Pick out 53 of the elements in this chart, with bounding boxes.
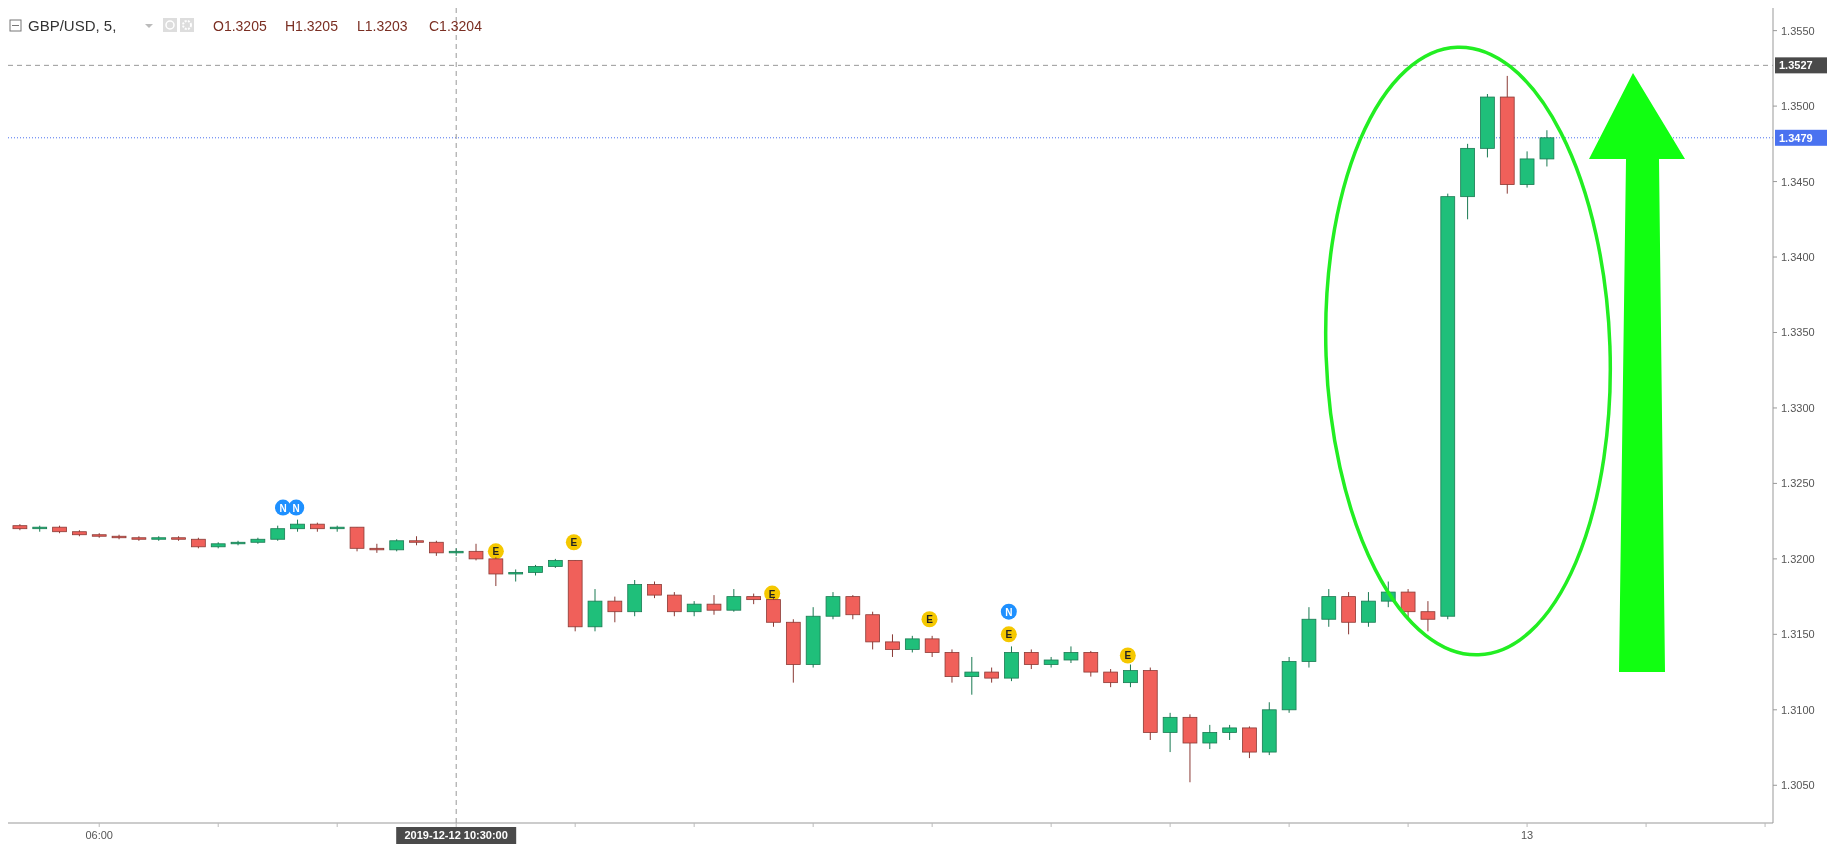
ref-line-label: 1.3479 xyxy=(1779,131,1813,144)
candlestick xyxy=(349,526,365,552)
x-tick-label: 06:00 xyxy=(85,829,113,841)
annotation: E xyxy=(768,588,776,600)
candlestick xyxy=(369,543,385,554)
candlestick xyxy=(845,594,861,620)
y-tick-label: 1.3500 xyxy=(1781,100,1815,113)
annotation: E xyxy=(926,614,934,626)
candlestick xyxy=(1321,588,1337,628)
annotation: L1.3203 xyxy=(357,18,408,34)
annotation: C1.3204 xyxy=(429,18,483,34)
y-tick-label: 1.3550 xyxy=(1781,24,1815,37)
annotation: E xyxy=(1124,650,1132,662)
annotation: O1.3205 xyxy=(213,18,267,34)
candlestick xyxy=(667,591,682,617)
candlestick xyxy=(726,588,742,613)
candlestick xyxy=(1063,645,1079,664)
candlestick xyxy=(1539,129,1555,167)
candlestick xyxy=(1420,600,1436,632)
y-tick-label: 1.3150 xyxy=(1781,628,1815,641)
annotation: N xyxy=(1005,606,1013,618)
y-tick-label: 1.3400 xyxy=(1781,251,1815,264)
candlestick xyxy=(1043,656,1059,669)
ref-line-label: 2019-12-12 10:30:00 xyxy=(404,829,508,841)
x-tick-label: 13 xyxy=(1520,829,1534,841)
candlestick xyxy=(885,633,900,658)
candlestick xyxy=(825,591,841,620)
annotation: H1.3205 xyxy=(285,18,339,34)
candlestick xyxy=(706,594,722,616)
text: GBP/USD, 5, xyxy=(28,17,117,34)
candlestick xyxy=(1162,712,1178,753)
candlestick xyxy=(1202,724,1218,750)
candlestick xyxy=(924,635,940,658)
ref-line-label: 1.3527 xyxy=(1779,59,1813,72)
annotation: N xyxy=(292,502,300,514)
annotation: E xyxy=(492,546,500,558)
candlestick xyxy=(1123,664,1138,688)
y-tick-label: 1.3200 xyxy=(1781,552,1815,565)
y-tick-label: 1.3450 xyxy=(1781,175,1815,188)
candlestick xyxy=(1023,648,1039,670)
y-tick-label: 1.3100 xyxy=(1781,703,1815,716)
candlestick xyxy=(607,596,623,623)
candlestick xyxy=(1361,591,1376,628)
y-tick-label: 1.3350 xyxy=(1781,326,1815,339)
annotation: E xyxy=(570,537,578,549)
y-tick-label: 1.3250 xyxy=(1781,477,1815,490)
y-tick-label: 1.3050 xyxy=(1781,779,1815,792)
candlestick xyxy=(1103,668,1118,688)
candlestick xyxy=(964,656,980,696)
annotation: E xyxy=(1005,629,1013,641)
y-tick-label: 1.3300 xyxy=(1781,401,1815,414)
annotation: N xyxy=(279,502,287,514)
candlestick xyxy=(1083,650,1099,678)
